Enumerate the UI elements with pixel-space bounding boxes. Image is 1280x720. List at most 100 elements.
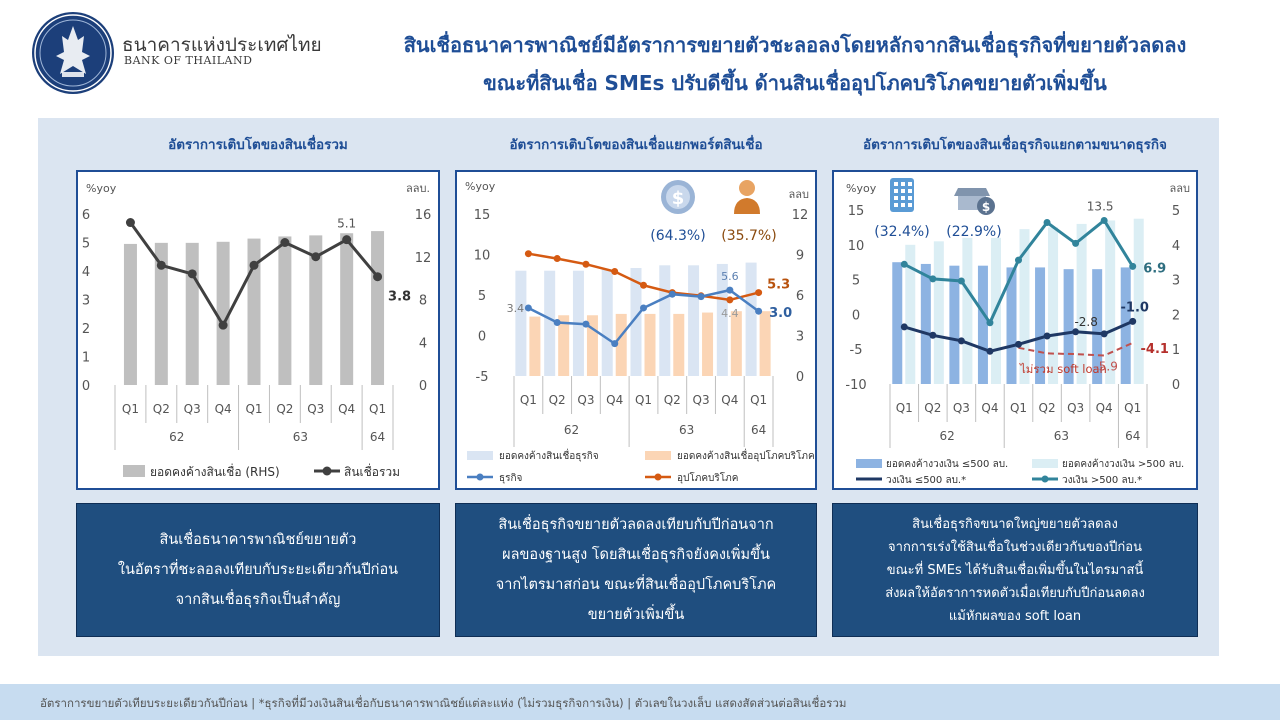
note-box-3: สินเชื่อธุรกิจขนาดใหญ่ขยายตัวลดลง จากการ… <box>832 503 1198 637</box>
right-tick-label: 2 <box>1172 308 1180 323</box>
category-label: Q4 <box>215 402 232 416</box>
data-label: 13.5 <box>1087 199 1114 213</box>
left-tick-label: 3 <box>82 294 90 309</box>
footer-bar: อัตราการขยายตัวเทียบระยะเดียวกันปีก่อน |… <box>0 684 1280 720</box>
point-sme <box>957 337 965 345</box>
category-label: Q2 <box>549 393 566 407</box>
category-label: Q2 <box>664 393 681 407</box>
right-tick-label: 8 <box>419 294 427 309</box>
category-label: Q1 <box>750 393 767 407</box>
bar-large-outstanding <box>1076 223 1087 384</box>
building-window <box>908 196 912 200</box>
year-group-label: 64 <box>370 430 385 444</box>
bar-outstanding-loans <box>154 242 168 385</box>
bar-consumer-outstanding <box>586 315 598 376</box>
category-label: Q3 <box>693 393 710 407</box>
data-label: 4.4 <box>721 307 739 320</box>
chart-1-svg: %yoy ลลบ. 6 5 4 3 2 1 0 16 12 8 4 0 Q1 Q2 Q3 Q4 Q1 Q2 Q3 Q4 Q1… <box>82 182 432 479</box>
legend-swatch-bar <box>856 459 882 468</box>
data-label: 5.1 <box>337 217 356 231</box>
category-label: Q4 <box>606 393 623 407</box>
building-window <box>901 189 905 193</box>
data-label: -2.8 <box>1074 315 1097 329</box>
bar-sme-outstanding <box>977 265 988 384</box>
building-window <box>894 189 898 193</box>
bar-business-outstanding <box>688 265 700 376</box>
legend-swatch-bar <box>1032 459 1058 468</box>
category-label: Q1 <box>896 401 913 415</box>
right-tick-label: 3 <box>796 330 804 345</box>
point-large-business <box>986 319 994 327</box>
category-label: Q4 <box>721 393 738 407</box>
category-label: Q4 <box>981 401 998 415</box>
building-window <box>901 203 905 207</box>
legend-label: ยอดคงค้างสินเชื่อ (RHS) <box>150 463 280 479</box>
category-label: Q1 <box>245 402 262 416</box>
year-group-label: 62 <box>169 430 184 444</box>
legend-label: ยอดคงค้างวงเงิน >500 ลบ. <box>1062 458 1184 470</box>
chart-1-total-loans: %yoy ลลบ. 6 5 4 3 2 1 0 16 12 8 4 0 Q1 Q2 Q3 Q4 Q1 Q2 Q3 Q4 Q1… <box>76 170 440 490</box>
bar-large-outstanding <box>1105 220 1116 384</box>
right-tick-label: 16 <box>415 208 432 223</box>
point-total-loans <box>156 260 166 270</box>
left-axis-unit: %yoy <box>465 180 496 193</box>
bar-outstanding-loans <box>247 238 261 385</box>
point-sme <box>1043 332 1051 340</box>
bar-large-outstanding <box>905 244 916 384</box>
bar-business-outstanding <box>601 269 613 376</box>
chart-2-loan-portfolio: %yoy ลลบ 15 10 5 0 -5 12 9 6 3 0 Q1 Q2 Q3 Q4 Q1 Q2 Q3 Q4 Q1 6… <box>455 170 817 490</box>
bar-sme-outstanding <box>1092 269 1103 384</box>
point-large-business <box>957 277 965 285</box>
point-total-loans <box>373 272 383 282</box>
left-tick-label: 6 <box>82 208 90 223</box>
left-tick-label: -5 <box>850 343 863 358</box>
building-window <box>908 182 912 186</box>
bar-large-outstanding <box>933 241 944 384</box>
dollar-coin-icon-inner <box>666 185 690 209</box>
left-tick-label: 5 <box>82 237 90 252</box>
point-sme <box>1015 340 1022 348</box>
annotation-excl-soft-loan: ไม่รวม soft loan <box>1019 362 1107 376</box>
point-consumer <box>524 250 532 258</box>
category-label: Q2 <box>924 401 941 415</box>
point-business <box>726 286 734 294</box>
note-3-text: สินเชื่อธุรกิจขนาดใหญ่ขยายตัวลดลง จากการ… <box>885 516 1145 624</box>
year-group-label: 64 <box>1125 429 1140 443</box>
building-window <box>894 196 898 200</box>
legend-label: วงเงิน ≤500 ลบ.* <box>886 475 966 486</box>
person-icon-body <box>734 198 760 214</box>
left-axis-unit: %yoy <box>86 182 117 195</box>
point-large-business <box>1129 262 1137 270</box>
left-tick-label: 4 <box>82 265 90 280</box>
bar-consumer-outstanding <box>529 316 541 376</box>
bar-outstanding-loans <box>309 235 323 385</box>
category-label: Q3 <box>1067 401 1084 415</box>
bar-consumer-outstanding <box>644 313 656 376</box>
bank-name-en: BANK OF THAILAND <box>124 54 253 67</box>
bar-consumer-outstanding <box>702 312 714 376</box>
bar-large-outstanding <box>1048 227 1059 384</box>
left-tick-label: 0 <box>478 330 486 345</box>
bar-business-outstanding <box>544 270 556 376</box>
data-label: -5.9 <box>1094 359 1117 373</box>
category-label: Q3 <box>184 402 201 416</box>
legend-label: ยอดคงค้างวงเงิน ≤500 ลบ. <box>886 458 1008 470</box>
point-business <box>697 293 705 301</box>
footer-text: อัตราการขยายตัวเทียบระยะเดียวกันปีก่อน |… <box>40 696 847 710</box>
year-group-label: 62 <box>939 429 954 443</box>
bar-outstanding-loans <box>185 242 199 385</box>
right-tick-label: 1 <box>1172 343 1180 358</box>
left-tick-label: 15 <box>474 208 491 223</box>
bar-consumer-outstanding <box>759 311 771 376</box>
bar-business-outstanding <box>659 265 671 376</box>
point-sme <box>900 323 908 331</box>
chart-3-business-size: %yoy ลลบ 15 10 5 0 -5 -10 5 4 3 2 1 0 Q1 Q2 Q3 Q4 Q1 Q2 Q3 Q4… <box>832 170 1198 490</box>
category-label: Q3 <box>577 393 594 407</box>
right-tick-label: 4 <box>1172 239 1180 254</box>
point-sme <box>1129 317 1137 325</box>
legend-label: ยอดคงค้างสินเชื่อธุรกิจ <box>499 448 599 462</box>
data-label: 6.9 <box>1143 261 1166 276</box>
left-tick-label: 10 <box>848 239 865 254</box>
bar-business-outstanding <box>515 270 527 376</box>
bank-logo-icon <box>32 12 114 94</box>
